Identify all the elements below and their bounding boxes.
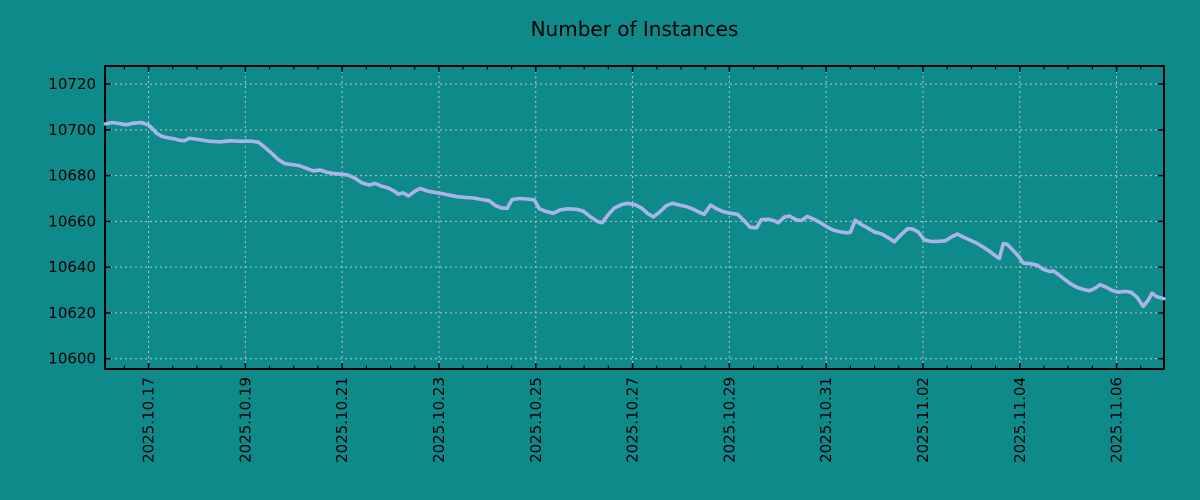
x-tick-label: 2025.11.06 <box>1108 377 1126 463</box>
y-tick-label: 10700 <box>48 121 96 139</box>
y-tick-label: 10720 <box>48 75 96 93</box>
x-tick-label: 2025.10.31 <box>817 377 835 463</box>
y-tick-label: 10680 <box>48 167 96 185</box>
data-line-instances <box>103 120 1166 309</box>
x-tick-label: 2025.10.17 <box>140 377 158 463</box>
x-tick-label: 2025.11.02 <box>914 377 932 463</box>
y-tick-label: 10600 <box>48 350 96 368</box>
x-tick-label: 2025.10.21 <box>333 377 351 463</box>
x-tick-label: 2025.10.25 <box>527 377 545 463</box>
x-tick-label: 2025.10.23 <box>430 377 448 463</box>
y-tick-label: 10640 <box>48 258 96 276</box>
x-tick-label: 2025.11.04 <box>1011 377 1029 463</box>
x-tick-label: 2025.10.27 <box>624 377 642 463</box>
plot-border <box>104 65 1165 370</box>
x-tick-label: 2025.10.19 <box>236 377 254 463</box>
y-tick-label: 10660 <box>48 212 96 230</box>
x-tick-label: 2025.10.29 <box>720 377 738 463</box>
y-tick-label: 10620 <box>48 304 96 322</box>
chart-title: Number of Instances <box>530 17 739 41</box>
